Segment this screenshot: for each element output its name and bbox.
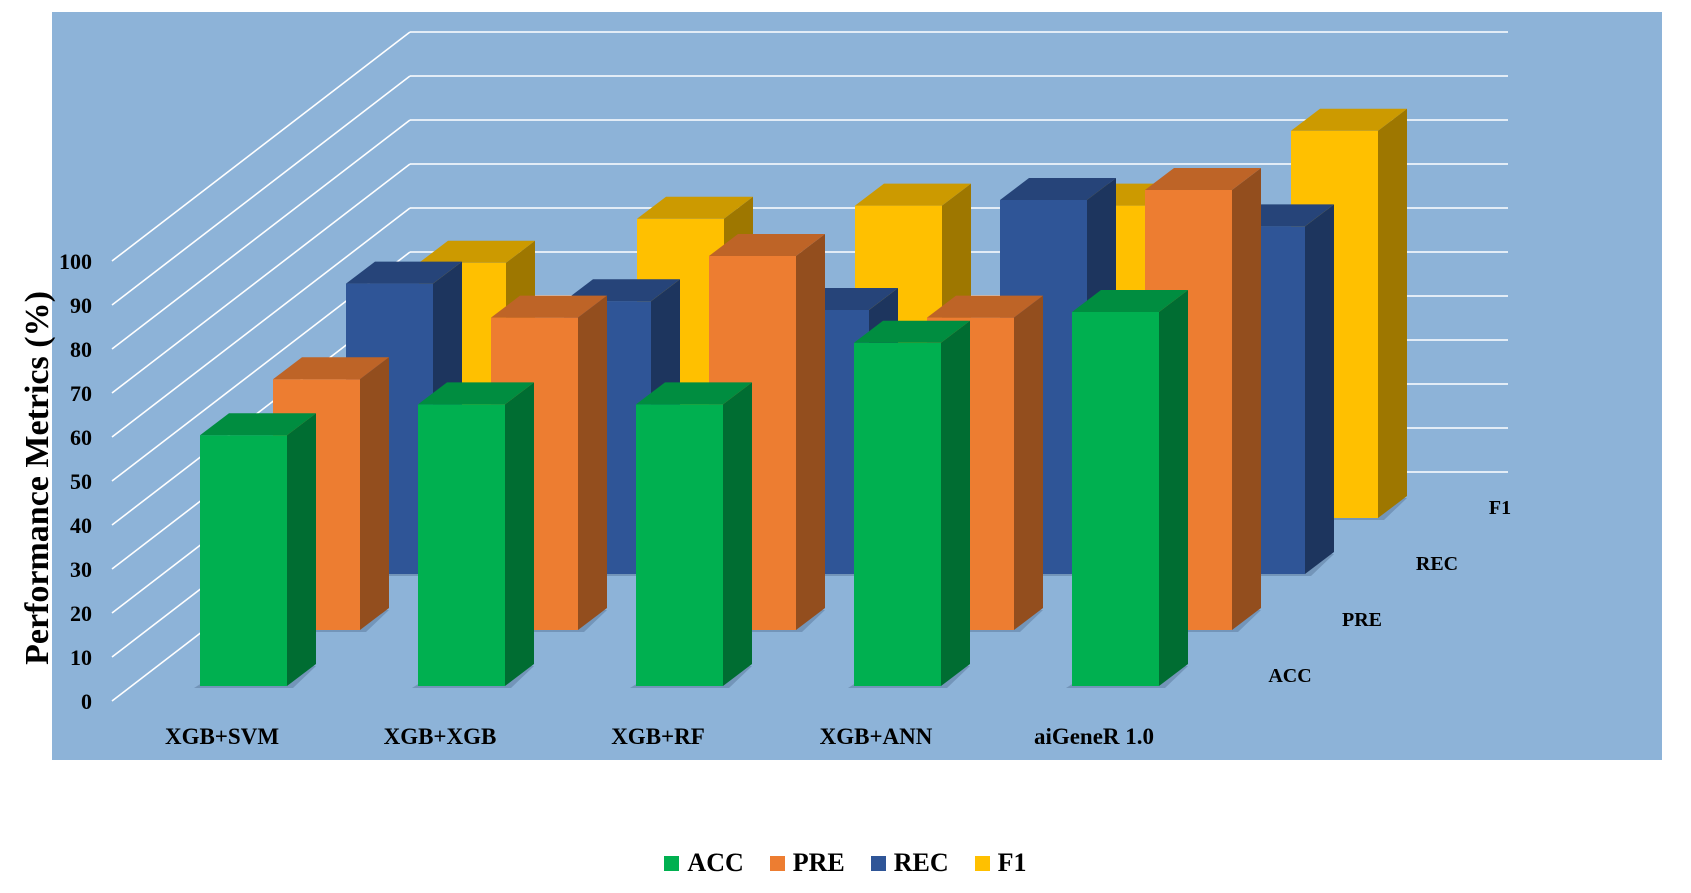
bar-side-rec-4 xyxy=(1305,204,1334,574)
grid-diagonal-80 xyxy=(111,119,411,350)
bar-top-acc-3 xyxy=(854,320,970,343)
legend-item-rec: REC xyxy=(870,848,949,878)
bar-top-pre-0 xyxy=(273,357,389,380)
bar-top-pre-2 xyxy=(709,234,825,256)
legend-item-pre: PRE xyxy=(769,848,845,878)
bar-top-rec-3 xyxy=(1000,178,1116,200)
y-tick-label-100: 100 xyxy=(59,249,92,274)
grid-diagonal-60 xyxy=(111,207,411,438)
grid-diagonal-90 xyxy=(111,75,411,306)
y-axis-title: Performance Metrics (%) xyxy=(19,291,56,665)
y-tick-label-30: 30 xyxy=(70,557,92,582)
y-tick-label-0: 0 xyxy=(81,689,92,714)
legend-swatch-acc xyxy=(664,855,680,871)
y-tick-label-10: 10 xyxy=(70,645,92,670)
bar-side-pre-3 xyxy=(1014,295,1043,630)
depth-label-acc: ACC xyxy=(1268,665,1311,687)
grid-diagonal-70 xyxy=(111,163,411,394)
depth-label-rec: REC xyxy=(1416,553,1458,575)
x-tick-label-1: XGB+XGB xyxy=(384,724,497,749)
x-tick-label-0: XGB+SVM xyxy=(165,724,279,749)
bar-side-acc-4 xyxy=(1159,290,1188,686)
bar-top-acc-0 xyxy=(200,413,316,436)
legend: ACC PRE REC F1 xyxy=(0,845,1691,881)
legend-item-f1: F1 xyxy=(974,848,1027,878)
bar-side-pre-4 xyxy=(1232,168,1261,630)
legend-swatch-f1 xyxy=(974,855,990,871)
bar-top-acc-1 xyxy=(418,382,534,405)
bar-top-acc-2 xyxy=(636,382,752,405)
y-tick-label-70: 70 xyxy=(70,381,92,406)
bar-side-f1-4 xyxy=(1378,108,1407,519)
bar-side-acc-0 xyxy=(287,413,316,686)
legend-swatch-rec xyxy=(870,855,886,871)
bar-acc-2 xyxy=(636,404,723,686)
bar-side-pre-2 xyxy=(796,234,825,630)
bar-top-pre-4 xyxy=(1145,168,1261,190)
depth-label-pre: PRE xyxy=(1342,609,1382,631)
depth-label-f1: F1 xyxy=(1489,497,1511,519)
y-tick-label-90: 90 xyxy=(70,293,92,318)
legend-item-acc: ACC xyxy=(664,848,744,878)
y-tick-label-20: 20 xyxy=(70,601,92,626)
x-tick-label-2: XGB+RF xyxy=(611,724,705,749)
y-tick-label-40: 40 xyxy=(70,513,92,538)
bar-top-f1-4 xyxy=(1291,108,1407,131)
bar-side-pre-0 xyxy=(360,357,389,630)
legend-swatch-pre xyxy=(769,855,785,871)
bar-side-pre-1 xyxy=(578,295,607,630)
legend-label-rec: REC xyxy=(893,848,949,877)
x-tick-label-3: XGB+ANN xyxy=(820,724,933,749)
bar-side-acc-3 xyxy=(941,320,970,686)
bar-side-acc-1 xyxy=(505,382,534,686)
y-tick-label-50: 50 xyxy=(70,469,92,494)
bar-acc-4 xyxy=(1072,312,1159,686)
grid-diagonal-100 xyxy=(111,31,411,262)
bar-top-pre-3 xyxy=(927,295,1043,318)
legend-label-acc: ACC xyxy=(687,848,744,877)
bar-top-f1-2 xyxy=(855,183,971,206)
bar-top-f1-0 xyxy=(419,240,535,263)
bar-acc-3 xyxy=(854,342,941,686)
y-tick-label-80: 80 xyxy=(70,337,92,362)
bar-side-acc-2 xyxy=(723,382,752,686)
bar-acc-0 xyxy=(200,435,287,686)
bar-top-f1-1 xyxy=(637,196,753,219)
bar-top-pre-1 xyxy=(491,295,607,318)
legend-label-pre: PRE xyxy=(792,848,845,877)
bar-acc-1 xyxy=(418,404,505,686)
legend-label-f1: F1 xyxy=(997,848,1027,877)
bar-top-acc-4 xyxy=(1072,290,1188,312)
bar-top-rec-0 xyxy=(346,261,462,284)
x-tick-label-4: aiGeneR 1.0 xyxy=(1034,724,1154,749)
y-tick-label-60: 60 xyxy=(70,425,92,450)
